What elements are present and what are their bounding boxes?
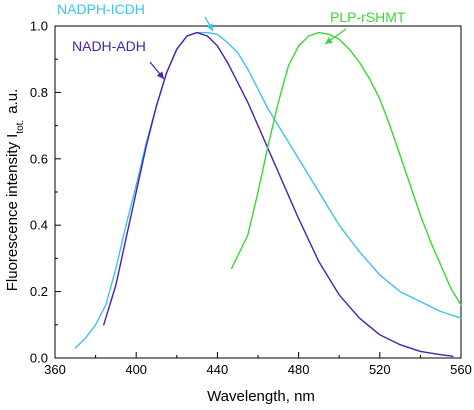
annotation-label-nadh-adh: NADH-ADH — [72, 38, 146, 54]
y-tick-label: 0.4 — [30, 218, 48, 233]
y-tick-label: 0.2 — [30, 284, 48, 299]
series-line-plp-rshmt — [230, 31, 462, 306]
y-axis-title: Fluorescence intensity Itot. a.u. — [4, 89, 26, 292]
x-tick-label: 480 — [288, 362, 310, 377]
series-line-nadh-adh — [102, 31, 454, 357]
axis-tick-labels: 360 400 440 480 520 560 0.0 0.2 0.4 0.6 0.8 1.0 — [30, 19, 472, 378]
x-tick-label: 400 — [125, 362, 147, 377]
x-tick-label: 360 — [44, 362, 66, 377]
y-axis-title-main: Fluorescence intensity I — [4, 134, 21, 292]
x-tick-label: 520 — [369, 362, 391, 377]
y-tick-label: 0.6 — [30, 151, 48, 166]
annotation-arrowhead-nadh-adh — [156, 71, 164, 79]
x-axis-title: Wavelength, nm — [207, 388, 315, 405]
annotation-label-plp-rshmt: PLP-rSHMT — [330, 9, 406, 25]
axis-ticks — [54, 25, 462, 359]
y-axis-title-subscript: tot. — [15, 120, 26, 134]
x-tick-label: 560 — [450, 362, 472, 377]
annotation-label-nadph-icdh: NADPH-ICDH — [57, 1, 145, 17]
y-axis-title-suffix: a.u. — [4, 89, 21, 114]
annotation-arrowhead-plp-rshmt — [325, 37, 333, 44]
y-tick-label: 0.0 — [30, 351, 48, 366]
x-tick-label: 440 — [207, 362, 229, 377]
annotations: NADPH-ICDH NADH-ADH PLP-rSHMT — [57, 1, 406, 80]
y-tick-label: 1.0 — [30, 19, 48, 34]
series-lines — [74, 31, 462, 357]
y-tick-label: 0.8 — [30, 85, 48, 100]
series-line-nadph-icdh — [74, 31, 462, 349]
annotation-arrowhead-nadph-icdh — [206, 23, 213, 31]
